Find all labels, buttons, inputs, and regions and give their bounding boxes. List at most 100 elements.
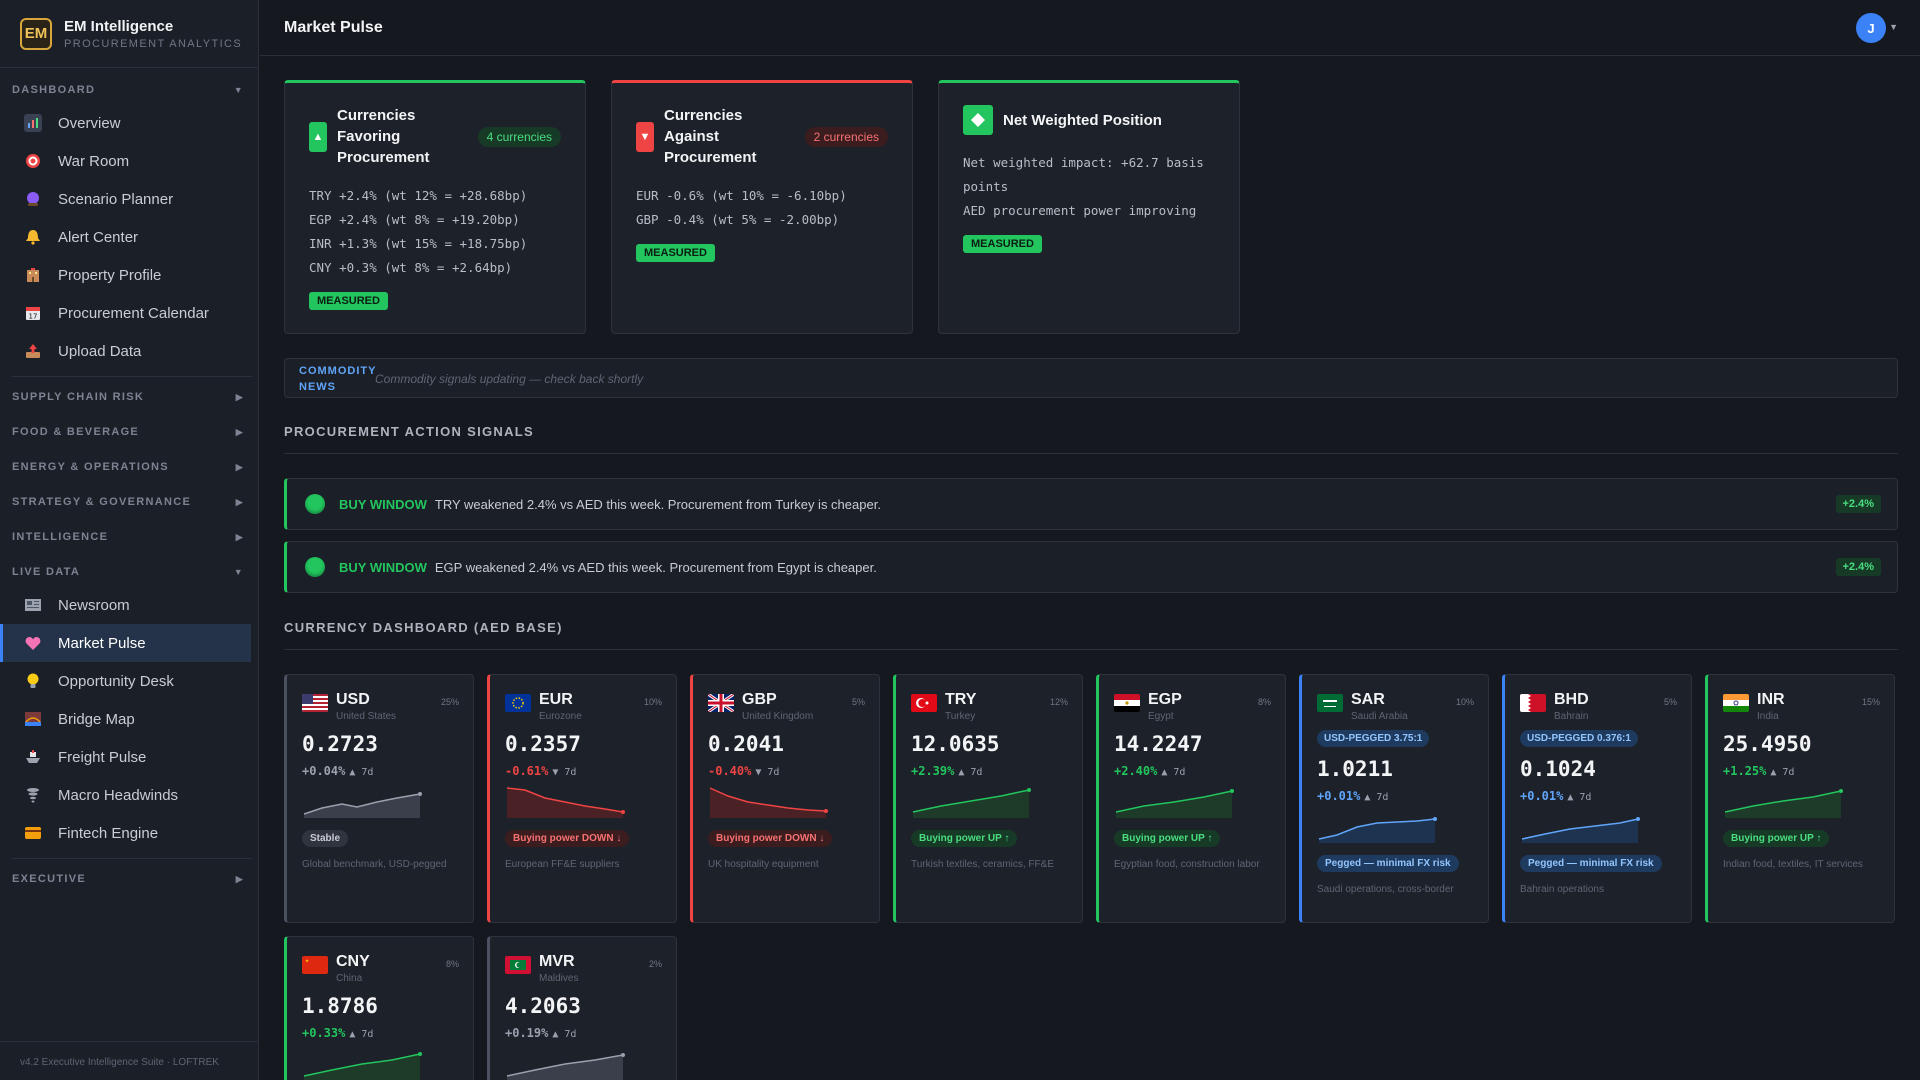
news-status: Commodity signals updating — check back … — [375, 372, 644, 386]
sidebar-item-opportunity-desk[interactable]: Opportunity Desk — [0, 662, 258, 700]
commodity-news-bar: COMMODITY NEWS Commodity signals updatin… — [284, 358, 1898, 398]
india-flag-icon — [1723, 694, 1749, 712]
us-flag-icon — [302, 694, 328, 712]
currency-card-usd[interactable]: USD United States 25% 0.2723 +0.04% ▲ 7d S… — [284, 674, 474, 923]
status-badge: Buying power DOWN ↓ — [505, 830, 630, 847]
currency-note: UK hospitality equipment — [708, 859, 819, 870]
sidebar-item-newsroom[interactable]: Newsroom — [0, 586, 258, 624]
currency-change: +0.01% — [1520, 789, 1564, 803]
currency-code: GBP — [742, 691, 777, 708]
arrow-down-icon: ▼ — [636, 121, 654, 152]
currency-code: USD — [336, 691, 370, 708]
currency-weight: 12% — [1049, 697, 1068, 707]
currency-code: INR — [1757, 691, 1785, 708]
against-card: ▼ Currencies Against Procurement 2 curre… — [611, 80, 913, 334]
currency-country: Turkey — [945, 711, 976, 722]
currency-rate: 0.1024 — [1520, 757, 1596, 781]
mvr-sparkline — [506, 1053, 625, 1080]
sidebar-item-overview[interactable]: Overview — [0, 104, 258, 142]
chevron-down-icon[interactable]: ▼ — [1889, 22, 1898, 32]
currency-card-egp[interactable]: EGP Egypt 8% 14.2247 +2.40% ▲ 7d Buying po… — [1096, 674, 1286, 923]
brand-title: EM Intelligence — [64, 17, 174, 35]
impact-line: EGP +2.4% (wt 8% = +19.20bp) — [309, 212, 520, 227]
measured-badge: MEASURED — [963, 235, 1042, 253]
signal-row[interactable]: BUY WINDOW EGP weakened 2.4% vs AED this… — [284, 541, 1898, 593]
section-intelligence[interactable]: INTELLIGENCE ▶ — [12, 531, 244, 543]
brand-subtitle: PROCUREMENT ANALYTICS — [64, 37, 243, 50]
status-badge: Buying power DOWN ↓ — [708, 830, 833, 847]
currency-rate: 0.2723 — [302, 732, 378, 756]
change-period: ▲ 7d — [1770, 767, 1795, 778]
currency-card-try[interactable]: TRY Turkey 12% 12.0635 +2.39% ▲ 7d Buying … — [893, 674, 1083, 923]
sidebar-item-bridge-map[interactable]: Bridge Map — [0, 700, 258, 738]
card-title: Currencies Favoring Procurement — [337, 107, 430, 166]
bahrain-flag-icon — [1520, 694, 1546, 712]
sidebar-item-war-room[interactable]: War Room — [0, 142, 258, 180]
eu-flag-icon — [505, 694, 531, 712]
sidebar-item-alert-center[interactable]: Alert Center — [0, 218, 258, 256]
newspaper-icon — [24, 596, 42, 614]
section-live-data[interactable]: LIVE DATA ▼ — [12, 566, 244, 578]
card-icon — [24, 824, 42, 842]
currency-change: +1.25% — [1723, 764, 1767, 778]
cny-sparkline — [303, 1052, 422, 1080]
sidebar-item-fintech-engine[interactable]: Fintech Engine — [0, 814, 258, 852]
sidebar-item-market-pulse[interactable]: Market Pulse — [0, 624, 251, 662]
currency-country: China — [336, 973, 363, 984]
count-badge: 2 currencies — [804, 126, 888, 147]
currency-country: United States — [336, 711, 397, 722]
currency-rate: 14.2247 — [1114, 732, 1203, 756]
lightbulb-icon — [24, 672, 42, 690]
status-badge: Pegged — minimal FX risk — [1520, 855, 1662, 872]
currency-card-sar[interactable]: SAR Saudi Arabia 10% USD-PEGGED 3.75:1 1.… — [1299, 674, 1489, 923]
brand[interactable]: EM EM Intelligence PROCUREMENT ANALYTICS — [0, 0, 258, 68]
currency-note: Egyptian food, construction labor — [1114, 859, 1260, 870]
currency-weight: 5% — [1663, 697, 1677, 707]
section-dashboard[interactable]: DASHBOARD ▼ — [12, 84, 244, 96]
sidebar-item-upload-data[interactable]: Upload Data — [0, 332, 258, 370]
sidebar-item-property-profile[interactable]: Property Profile — [0, 256, 258, 294]
page-title: Market Pulse — [284, 18, 383, 36]
heart-pulse-icon — [24, 634, 42, 652]
section-executive[interactable]: EXECUTIVE ▶ — [12, 873, 244, 885]
currency-card-cny[interactable]: CNY China 8% 1.8786 +0.33% ▲ 7d — [284, 936, 474, 1080]
sidebar-item-freight-pulse[interactable]: Freight Pulse — [0, 738, 258, 776]
currency-code: BHD — [1554, 691, 1589, 708]
currency-change: +2.39% — [911, 764, 955, 778]
green-dot-icon — [305, 557, 325, 577]
section-food-beverage[interactable]: FOOD & BEVERAGE ▶ — [12, 426, 244, 438]
sidebar-item-scenario-planner[interactable]: Scenario Planner — [0, 180, 258, 218]
currency-card-inr[interactable]: INR India 15% 25.4950 +1.25% ▲ 7d Buying p… — [1705, 674, 1895, 923]
sidebar-item-macro-headwinds[interactable]: Macro Headwinds — [0, 776, 258, 814]
chevron-right-icon: ▶ — [235, 496, 244, 507]
status-badge: Buying power UP ↑ — [911, 830, 1018, 847]
currency-card-gbp[interactable]: GBP United Kingdom 5% 0.2041 -0.40% ▼ 7d B… — [690, 674, 880, 923]
news-label[interactable]: COMMODITY NEWS — [299, 365, 377, 393]
sidebar-item-procurement-calendar[interactable]: 17 Procurement Calendar — [0, 294, 258, 332]
bridge-icon — [24, 710, 42, 728]
status-badge: Buying power UP ↑ — [1723, 830, 1830, 847]
saudi-flag-icon — [1317, 694, 1343, 712]
building-icon — [24, 266, 42, 284]
currency-code: MVR — [539, 953, 575, 970]
signal-row[interactable]: BUY WINDOW TRY weakened 2.4% vs AED this… — [284, 478, 1898, 530]
currency-card-eur[interactable]: EUR Eurozone 10% 0.2357 -0.61% ▼ 7d Buying… — [487, 674, 677, 923]
section-energy-operations[interactable]: ENERGY & OPERATIONS ▶ — [12, 461, 244, 473]
currency-card-bhd[interactable]: BHD Bahrain 5% USD-PEGGED 0.376:1 0.1024 … — [1502, 674, 1692, 923]
currency-code: EUR — [539, 691, 573, 708]
section-supply-chain-risk[interactable]: SUPPLY CHAIN RISK ▶ — [12, 391, 244, 403]
currency-card-mvr[interactable]: MVR Maldives 2% 4.2063 +0.19% ▲ 7d — [487, 936, 677, 1080]
currency-note: Turkish textiles, ceramics, FF&E — [911, 859, 1054, 870]
target-icon — [24, 152, 42, 170]
avatar[interactable]: J — [1856, 13, 1886, 43]
currency-country: Bahrain — [1554, 711, 1589, 722]
status-badge: Buying power UP ↑ — [1114, 830, 1221, 847]
section-strategy-governance[interactable]: STRATEGY & GOVERNANCE ▶ — [12, 496, 244, 508]
change-period: ▲ 7d — [349, 767, 374, 778]
gbp-sparkline — [709, 787, 828, 818]
inr-sparkline — [1724, 789, 1843, 818]
chevron-down-icon: ▼ — [233, 567, 244, 577]
chevron-right-icon: ▶ — [235, 426, 244, 437]
bhd-sparkline — [1521, 817, 1640, 843]
currency-weight: 8% — [1257, 697, 1271, 707]
